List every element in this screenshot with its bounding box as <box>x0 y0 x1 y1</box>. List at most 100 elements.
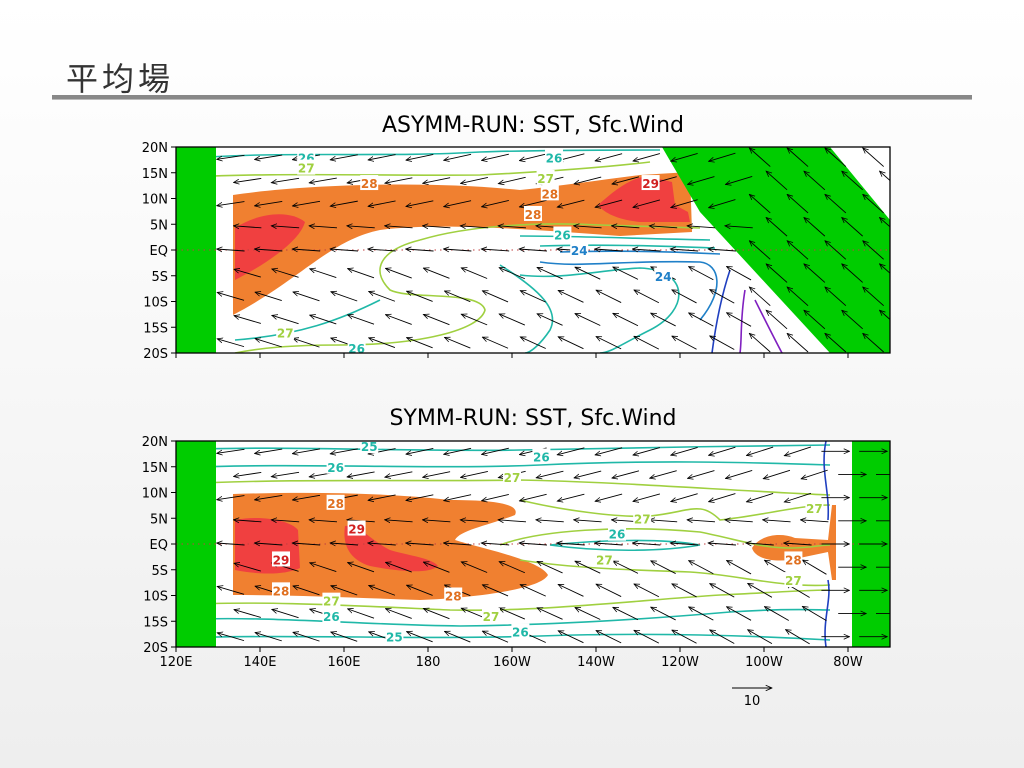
wind-vector <box>727 560 752 575</box>
wind-vector <box>804 171 826 191</box>
wind-vector <box>406 448 434 454</box>
contour-label-bg <box>297 159 316 175</box>
wind-vector <box>749 241 771 260</box>
wind-vector <box>725 520 753 522</box>
wind-vector <box>575 266 601 280</box>
wind-vector <box>784 543 812 545</box>
wind-vector <box>234 471 262 476</box>
wind-vector <box>461 562 488 573</box>
wind-vector <box>255 633 282 642</box>
wind-vector <box>595 493 623 501</box>
wind-vector <box>423 608 450 620</box>
wind-vector <box>558 289 584 303</box>
wind-vector <box>499 608 526 620</box>
y-tick-label: EQ <box>150 244 168 259</box>
wind-vector <box>632 543 661 545</box>
wind-vector <box>234 563 261 572</box>
wind-vector <box>423 268 450 279</box>
wind-vector <box>633 199 661 208</box>
wind-vector <box>671 152 698 161</box>
asymm-run-panel: ASYMM-RUN: SST, Sfc.Wind <box>142 113 891 362</box>
wind-vector <box>863 287 884 306</box>
wind-vector <box>787 333 809 353</box>
wind-vector <box>650 470 677 479</box>
wind-vector <box>310 269 337 279</box>
wind-vector <box>537 560 563 574</box>
wind-vector <box>309 520 337 522</box>
wind-vector <box>271 520 300 522</box>
wind-vector <box>801 469 828 479</box>
wind-vector <box>254 249 283 251</box>
x-tick-label: 120W <box>661 655 699 670</box>
wind-vector <box>537 266 563 280</box>
wind-vector <box>482 447 509 454</box>
x-tick-label: 120E <box>159 655 192 670</box>
wind-vector <box>481 249 510 251</box>
wind-vector <box>292 543 321 545</box>
contour-label-bg <box>347 520 366 536</box>
contour-label-bg <box>641 175 660 191</box>
wind-vector <box>385 226 413 228</box>
panel-title: SYMM-RUN: SST, Sfc.Wind <box>390 406 677 431</box>
contour-label: 27 <box>785 574 802 588</box>
wind-vector <box>633 493 661 502</box>
wind-vector <box>272 269 299 278</box>
contour-label-bg <box>805 499 824 515</box>
wind-vector <box>255 201 283 205</box>
wind-vector <box>255 495 283 499</box>
wind-vectors <box>217 148 890 353</box>
wind-vector <box>689 607 714 621</box>
wind-vector <box>800 520 829 522</box>
wind-vector <box>825 194 847 214</box>
contour-label-bg <box>540 185 559 201</box>
x-axis <box>175 353 849 358</box>
wind-vector <box>385 562 412 573</box>
contour-label: 28 <box>445 590 462 604</box>
wind-vector <box>293 586 320 596</box>
y-tick-label: 10S <box>143 296 168 311</box>
contour-label: 28 <box>525 208 542 222</box>
wind-vector <box>292 249 321 251</box>
wind-vector <box>536 520 564 522</box>
wind-vector <box>461 177 488 183</box>
wind-vector <box>708 249 736 251</box>
wind-vector <box>595 447 623 455</box>
wind-vector <box>348 609 375 619</box>
wind-vector <box>764 607 789 621</box>
y-tick-label: 5S <box>151 270 168 285</box>
contour-label-bg <box>322 608 341 624</box>
contour-label-bg <box>532 448 551 464</box>
wind-vector <box>255 339 282 348</box>
wind-vector <box>385 177 413 183</box>
contour-label: 26 <box>512 626 529 640</box>
wind-vector <box>254 543 283 545</box>
wind-vector <box>407 338 433 349</box>
wind-vector <box>217 543 245 545</box>
wind-vector <box>482 200 509 206</box>
wind-vector <box>574 470 602 478</box>
wind-vector <box>671 446 698 455</box>
wind-vector <box>368 249 396 251</box>
wind-vector <box>575 560 601 574</box>
panel-title: ASYMM-RUN: SST, Sfc.Wind <box>382 113 684 138</box>
contour-label-bg <box>444 587 463 603</box>
y-tick-label: 15N <box>142 461 168 476</box>
contour-label-bg <box>385 628 404 644</box>
contour-label: 26 <box>554 229 571 243</box>
x-tick-label: 80W <box>833 655 863 670</box>
wind-vector <box>498 520 526 522</box>
wind-vector <box>880 264 890 274</box>
wind-vector <box>613 267 639 280</box>
wind-vector <box>499 314 526 326</box>
wind-vector <box>672 630 697 644</box>
wind-vector <box>764 560 789 575</box>
wind-vector <box>330 543 358 545</box>
wind-vector <box>596 631 622 644</box>
wind-vector <box>385 520 413 522</box>
wind-vector <box>461 314 488 326</box>
contour-label: 28 <box>785 553 802 567</box>
wind-vector <box>368 154 396 160</box>
wind-vector <box>369 338 396 349</box>
contour-label: 27 <box>806 502 823 516</box>
contour-label-bg <box>511 623 530 639</box>
